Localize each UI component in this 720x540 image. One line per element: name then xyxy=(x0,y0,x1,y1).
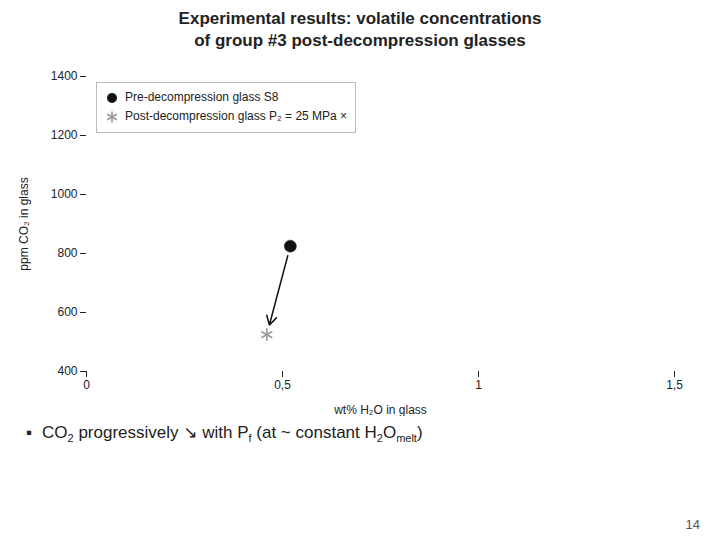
svg-text:1400: 1400 xyxy=(51,70,78,84)
svg-text:1: 1 xyxy=(475,378,482,392)
html-text:Experimental results: volatile: Experimental results: volatile concentra… xyxy=(178,9,542,28)
svg-text:0: 0 xyxy=(83,378,90,392)
html-text:Pre-decompression glass S8: Pre-decompression glass S8 xyxy=(125,90,279,105)
svg-text:ppm CO₂ in glass: ppm CO₂ in glass xyxy=(17,178,31,271)
svg-text:600: 600 xyxy=(57,306,77,320)
svg-text:wt% H₂O in glass: wt% H₂O in glass xyxy=(333,403,427,417)
svg-text:0,5: 0,5 xyxy=(274,378,291,392)
svg-text:1,5: 1,5 xyxy=(666,378,683,392)
svg-text:800: 800 xyxy=(57,247,77,261)
svg-text:1000: 1000 xyxy=(51,188,78,202)
svg-text:400: 400 xyxy=(57,365,77,379)
html-text:Post-decompression glass P₂ =: Post-decompression glass P₂ = 25 MPa × xyxy=(125,109,348,124)
html-text:of group #3 post-decompression: of group #3 post-decompression glasses xyxy=(194,31,526,51)
html-text:14: 14 xyxy=(685,517,700,532)
svg-text:1200: 1200 xyxy=(51,129,78,143)
html-text:CO2progressively ↘ with Pf(at: CO2progressively ↘ with Pf(at ~ constant… xyxy=(42,423,423,445)
